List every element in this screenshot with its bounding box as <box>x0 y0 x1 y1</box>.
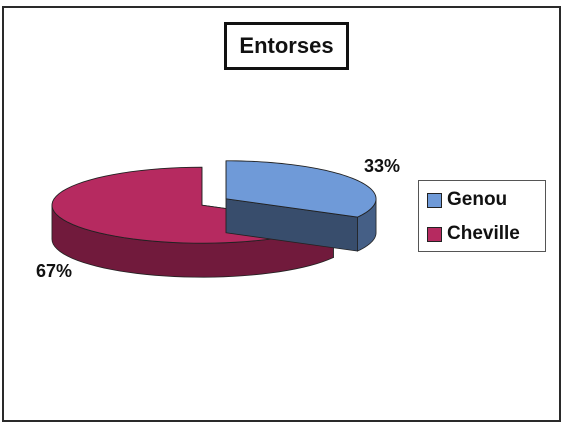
legend-label-genou: Genou <box>447 189 507 211</box>
legend-item-genou: Genou <box>427 189 507 211</box>
data-label-cheville: 67% <box>36 261 72 281</box>
chart-legend: Genou Cheville <box>418 180 546 252</box>
legend-swatch-cheville <box>427 227 442 242</box>
legend-swatch-genou <box>427 193 442 208</box>
data-label-genou: 33% <box>364 156 400 176</box>
legend-label-cheville: Cheville <box>447 223 520 245</box>
legend-item-cheville: Cheville <box>427 223 520 245</box>
